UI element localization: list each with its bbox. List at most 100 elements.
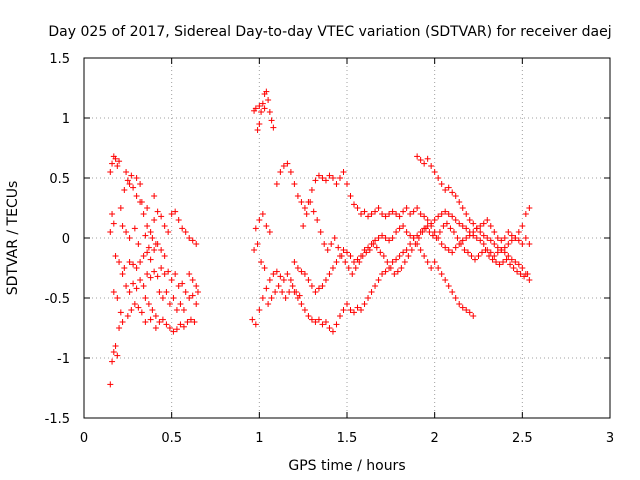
data-point-marker <box>156 319 163 325</box>
data-point-marker <box>438 271 445 277</box>
x-tick-labels: 0 0.5 1 1.5 2 2.5 3 <box>80 431 614 446</box>
data-point-marker <box>254 127 261 133</box>
data-point-marker <box>368 289 375 295</box>
data-point-marker <box>161 223 168 229</box>
data-point-marker <box>391 271 398 277</box>
data-point-marker <box>477 223 484 229</box>
data-point-marker <box>117 309 124 316</box>
data-point-marker <box>424 259 431 265</box>
data-point-marker <box>349 271 356 277</box>
data-point-marker <box>187 316 194 323</box>
data-point-marker <box>110 289 117 295</box>
data-point-marker <box>166 325 173 331</box>
data-point-marker <box>429 232 436 239</box>
data-point-marker <box>147 316 154 323</box>
data-point-marker <box>173 307 180 313</box>
data-point-marker <box>121 265 128 271</box>
data-point-marker <box>459 237 466 244</box>
data-point-marker <box>126 259 133 265</box>
data-point-marker <box>307 199 314 205</box>
data-point-marker <box>186 295 193 301</box>
data-point-marker <box>159 295 166 301</box>
data-point-marker <box>298 268 305 275</box>
data-point-marker <box>466 217 473 223</box>
data-point-marker <box>130 261 137 268</box>
data-point-marker <box>149 235 156 241</box>
data-point-marker <box>370 241 377 247</box>
data-point-marker <box>140 211 147 217</box>
data-point-marker <box>142 319 149 325</box>
data-point-marker <box>270 124 277 131</box>
data-point-marker <box>256 217 263 223</box>
data-point-marker <box>189 277 196 283</box>
data-point-marker <box>344 249 350 256</box>
data-point-marker <box>410 235 417 241</box>
data-point-marker <box>363 249 370 256</box>
data-point-marker <box>445 211 452 217</box>
data-point-marker <box>421 213 428 220</box>
data-point-marker <box>336 313 343 319</box>
data-point-marker <box>326 271 333 277</box>
x-tick-label: 2 <box>431 431 439 446</box>
data-point-marker <box>424 217 431 223</box>
data-point-marker <box>130 184 137 191</box>
data-point-marker <box>449 213 456 220</box>
data-point-marker <box>344 181 350 187</box>
data-point-marker <box>452 295 459 301</box>
data-point-marker <box>473 225 480 232</box>
data-point-marker <box>109 358 116 365</box>
data-point-marker <box>116 158 123 165</box>
data-point-marker <box>280 163 287 169</box>
data-point-marker <box>312 289 319 295</box>
data-point-marker <box>389 208 396 215</box>
data-point-marker <box>137 181 144 187</box>
data-point-marker <box>161 253 168 259</box>
data-point-marker <box>315 316 322 323</box>
data-point-marker <box>340 247 347 253</box>
data-point-marker <box>126 289 133 295</box>
data-point-marker <box>365 295 372 301</box>
y-axis-label: SDTVAR / TECUs <box>5 181 21 296</box>
data-point-marker <box>151 247 158 253</box>
data-point-marker <box>526 205 533 211</box>
data-point-marker <box>505 253 512 259</box>
data-point-marker <box>156 289 163 295</box>
data-point-marker <box>182 289 189 295</box>
data-point-marker <box>351 201 358 208</box>
data-point-marker <box>163 289 170 295</box>
data-point-marker <box>138 309 145 316</box>
data-point-marker <box>168 277 175 283</box>
data-point-marker <box>338 253 345 259</box>
data-point-marker <box>505 229 512 235</box>
data-point-marker <box>303 211 310 217</box>
data-point-marker <box>463 235 470 241</box>
x-tick-label: 2.5 <box>512 431 533 446</box>
data-point-marker <box>163 321 170 328</box>
data-point-marker <box>393 256 400 263</box>
data-point-marker <box>263 88 270 95</box>
data-point-marker <box>107 381 114 388</box>
data-point-marker <box>279 289 286 295</box>
data-point-marker <box>354 205 361 211</box>
data-point-marker <box>298 199 305 205</box>
data-point-marker <box>480 220 487 227</box>
data-point-marker <box>119 223 126 229</box>
data-point-marker <box>508 237 515 244</box>
data-point-marker <box>131 301 138 307</box>
data-point-marker <box>438 181 445 187</box>
data-point-marker <box>133 175 140 181</box>
data-point-marker <box>305 277 312 283</box>
data-point-marker <box>466 229 473 235</box>
data-point-marker <box>116 259 123 265</box>
data-point-marker <box>421 253 428 259</box>
data-point-marker <box>347 193 354 199</box>
data-point-marker <box>110 220 117 227</box>
data-point-marker <box>435 265 442 271</box>
data-point-marker <box>382 213 389 220</box>
data-point-marker <box>326 172 333 179</box>
data-point-marker <box>312 319 319 325</box>
data-point-marker <box>442 187 449 193</box>
data-point-marker <box>408 247 415 253</box>
data-point-marker <box>398 265 405 271</box>
